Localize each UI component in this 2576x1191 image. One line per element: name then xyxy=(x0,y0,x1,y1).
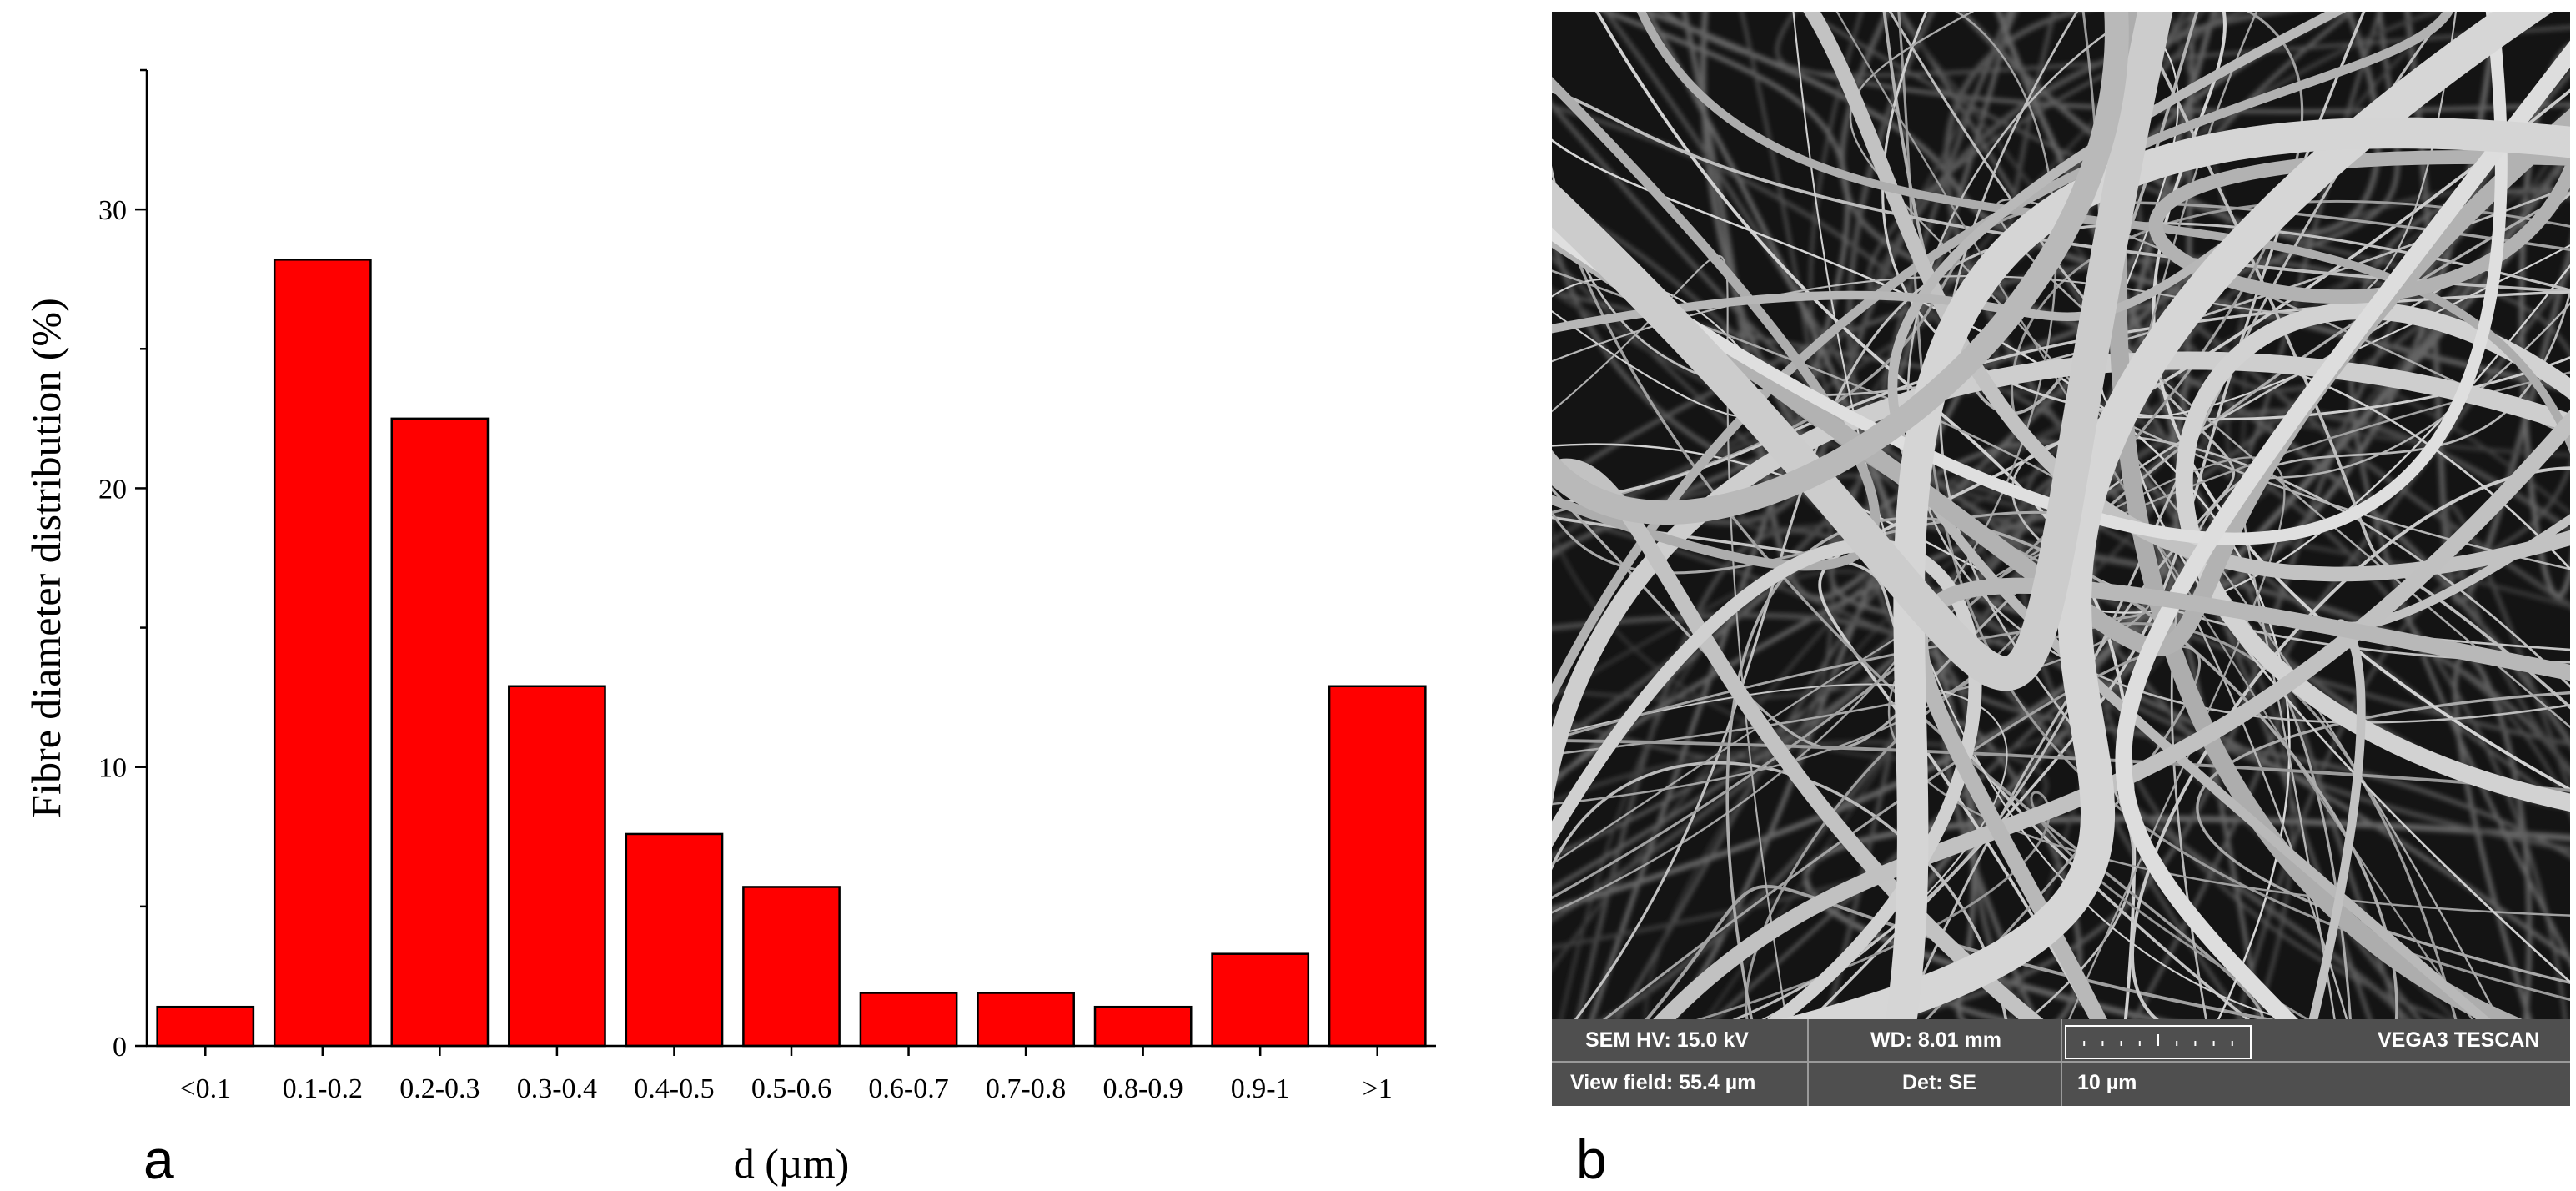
sem-fibre xyxy=(1653,409,2570,1019)
y-axis-title: Fibre diameter distribution (%) xyxy=(23,298,69,817)
bar-group xyxy=(156,259,1427,1048)
sem-scale-bar xyxy=(2065,1025,2252,1059)
y-tick-label: 30 xyxy=(98,195,127,226)
y-tick-labels: 0 10 20 30 xyxy=(98,195,127,1063)
sem-info-bar: SEM HV: 15.0 kV WD: 8.01 mm VEGA3 TESCAN… xyxy=(1552,1019,2570,1106)
sem-fibre xyxy=(1839,12,2570,748)
sem-fibre xyxy=(1835,12,2474,1019)
sem-fibre xyxy=(2175,302,2570,812)
sem-brand-label: VEGA3 TESCAN xyxy=(2378,1028,2540,1052)
y-tick-label: 20 xyxy=(98,474,127,505)
sem-fibre xyxy=(1552,77,1881,571)
chart-axes xyxy=(135,68,1436,1056)
x-tick-label: 0.7-0.8 xyxy=(986,1073,1066,1104)
x-tick-label: 0.8-0.9 xyxy=(1102,1073,1183,1104)
bar xyxy=(1093,1005,1193,1048)
sem-fibre-image xyxy=(1552,12,2570,1019)
bar xyxy=(508,685,606,1048)
y-tick-label: 10 xyxy=(98,753,127,784)
sem-fibre xyxy=(2115,40,2570,1019)
x-tick-label: 0.6-0.7 xyxy=(868,1073,948,1104)
sem-fibre xyxy=(1552,12,2129,525)
sem-fibre xyxy=(2348,188,2570,966)
sem-scale-label: 10 µm xyxy=(2077,1071,2137,1094)
sem-fibre xyxy=(1552,12,2173,691)
sem-fibre xyxy=(2444,501,2570,797)
x-tick-label: >1 xyxy=(1363,1073,1393,1104)
sem-fibre xyxy=(1552,12,2457,363)
bar-chart: 0 10 20 30 <0.1 0.1-0.2 0.2-0.3 0.3-0.4 0.4-0.5… xyxy=(23,68,1436,1187)
sem-fibre xyxy=(1552,179,2265,1019)
bar xyxy=(859,992,958,1048)
panel-label-b: b xyxy=(1576,1128,1607,1190)
sem-fibre xyxy=(1780,12,2553,1019)
x-tick-label: 0.3-0.4 xyxy=(517,1073,597,1104)
panel-label-a: a xyxy=(143,1128,174,1190)
y-tick-label: 0 xyxy=(113,1032,127,1063)
bar xyxy=(977,992,1075,1048)
sem-hv-value: SEM HV: 15.0 kV xyxy=(1585,1028,1749,1052)
x-tick-label: 0.4-0.5 xyxy=(634,1073,714,1104)
bar xyxy=(625,832,724,1048)
sem-fibre xyxy=(1888,12,2236,1019)
x-tick-label: 0.2-0.3 xyxy=(399,1073,480,1104)
sem-fibre xyxy=(2237,462,2570,1019)
x-tick-label: <0.1 xyxy=(179,1073,231,1104)
bar xyxy=(156,1005,255,1048)
sem-micrograph-panel: SEM HV: 15.0 kV WD: 8.01 mm VEGA3 TESCAN… xyxy=(1552,12,2570,1106)
sem-fibre xyxy=(1803,12,2570,582)
bar xyxy=(1211,952,1310,1048)
bar xyxy=(742,886,841,1048)
x-tick-label: 0.1-0.2 xyxy=(283,1073,363,1104)
sem-view-field-value: View field: 55.4 µm xyxy=(1570,1071,1756,1094)
bar xyxy=(273,259,372,1048)
x-axis-title: d (µm) xyxy=(734,1140,850,1187)
x-tick-label: 0.9-1 xyxy=(1231,1073,1290,1104)
sem-fibre xyxy=(1732,12,2448,1019)
sem-detector-value: Det: SE xyxy=(1902,1071,1976,1094)
sem-fibre xyxy=(1792,12,2289,1019)
bar xyxy=(390,417,490,1048)
sem-fibre xyxy=(1552,102,2422,1019)
sem-wd-value: WD: 8.01 mm xyxy=(1870,1028,2001,1052)
sem-fibre xyxy=(1552,612,2028,1019)
x-tick-labels: <0.1 0.1-0.2 0.2-0.3 0.3-0.4 0.4-0.5 0.5-0.6 0… xyxy=(179,1073,1392,1104)
sem-fibre xyxy=(1552,12,2304,900)
sem-fibre xyxy=(1849,12,2500,1019)
x-tick-label: 0.5-0.6 xyxy=(751,1073,831,1104)
sem-fibre xyxy=(1552,289,2570,813)
sem-fibre xyxy=(2132,12,2570,710)
sem-fibre xyxy=(1888,371,2570,917)
bar xyxy=(1328,685,1427,1048)
